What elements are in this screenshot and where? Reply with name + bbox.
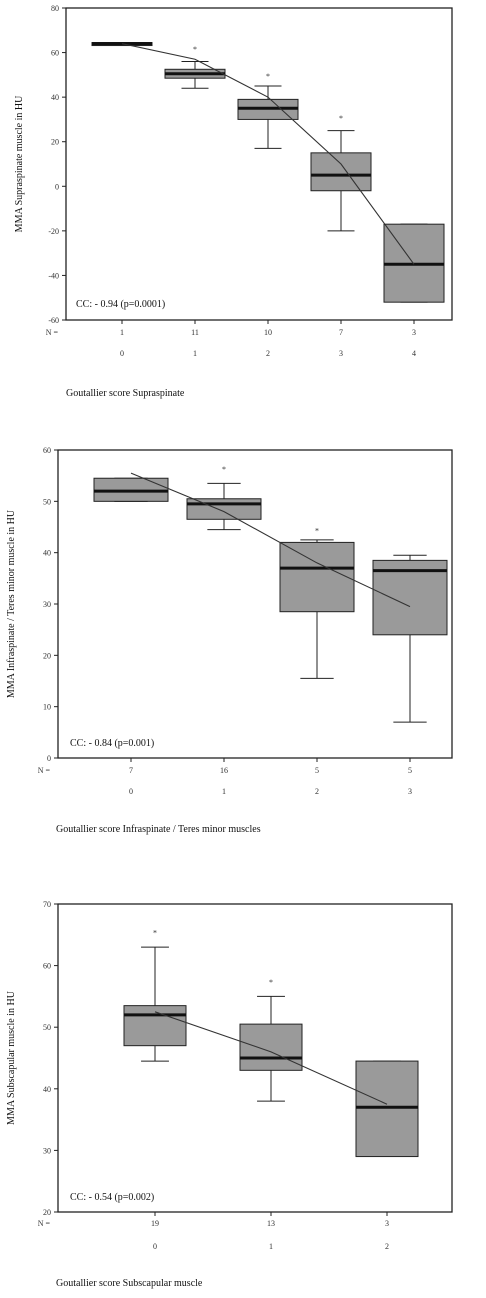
y-tick-label: 20 (51, 138, 59, 147)
n-label: N = (46, 328, 59, 337)
y-tick-label: 70 (43, 900, 51, 909)
x-axis-title: Goutallier score Subscapular muscle (56, 1278, 203, 1289)
x-category-label: 1 (269, 1242, 273, 1251)
y-tick-label: -20 (48, 227, 59, 236)
outlier-marker: * (339, 114, 343, 123)
y-tick-label: -60 (48, 316, 59, 325)
y-tick-label: 20 (43, 1208, 51, 1217)
trend-line (130, 472, 411, 608)
y-axis-title: MMA Subscapular muscle in HU (6, 990, 17, 1125)
box (239, 1023, 303, 1071)
n-label: N = (38, 1219, 51, 1228)
y-tick-label: 20 (43, 651, 51, 660)
box (279, 541, 355, 613)
y-tick-label: 30 (43, 1146, 51, 1155)
x-category-label: 3 (339, 349, 343, 358)
outlier-marker: * (153, 929, 157, 938)
n-count-label: 7 (129, 766, 133, 775)
n-count-label: 10 (264, 328, 272, 337)
y-tick-label: 50 (43, 1023, 51, 1032)
x-category-label: 2 (266, 349, 270, 358)
correlation-annotation: CC: - 0.94 (p=0.0001) (76, 299, 165, 310)
n-count-label: 11 (191, 328, 199, 337)
outlier-marker: * (222, 465, 226, 474)
y-tick-label: 40 (43, 549, 51, 558)
y-tick-label: 80 (51, 4, 59, 13)
y-tick-label: 0 (55, 182, 59, 191)
y-tick-label: 0 (47, 754, 51, 763)
outlier-marker: * (193, 45, 197, 54)
correlation-annotation: CC: - 0.54 (p=0.002) (70, 1192, 154, 1203)
y-tick-label: 30 (43, 600, 51, 609)
trend-line (154, 1011, 388, 1105)
outlier-marker: * (269, 978, 273, 987)
trend-line (121, 43, 415, 265)
box (123, 1005, 187, 1047)
box (186, 498, 262, 520)
n-label: N = (38, 766, 51, 775)
n-count-label: 13 (267, 1219, 275, 1228)
n-count-label: 5 (315, 766, 319, 775)
x-category-label: 1 (193, 349, 197, 358)
n-count-label: 7 (339, 328, 343, 337)
x-category-label: 2 (315, 787, 319, 796)
y-tick-label: 40 (51, 93, 59, 102)
n-count-label: 3 (412, 328, 416, 337)
outlier-marker: * (315, 527, 319, 536)
box (310, 152, 372, 192)
x-category-label: 2 (385, 1242, 389, 1251)
x-category-label: 3 (408, 787, 412, 796)
n-count-label: 3 (385, 1219, 389, 1228)
n-count-label: 5 (408, 766, 412, 775)
n-count-label: 1 (120, 328, 124, 337)
y-axis-title: MMA Infraspinate / Teres minor muscle in… (6, 509, 17, 698)
correlation-annotation: CC: - 0.84 (p=0.001) (70, 738, 154, 749)
plot-frame (65, 7, 453, 321)
y-tick-label: 40 (43, 1085, 51, 1094)
x-axis-title: Goutallier score Infraspinate / Teres mi… (56, 824, 261, 835)
plot-frame (57, 903, 453, 1213)
y-tick-label: 10 (43, 703, 51, 712)
x-category-label: 4 (412, 349, 416, 358)
box (355, 1060, 419, 1158)
n-count-label: 16 (220, 766, 228, 775)
y-tick-label: 60 (43, 446, 51, 455)
outlier-marker: * (266, 72, 270, 81)
y-tick-label: -40 (48, 271, 59, 280)
x-category-label: 0 (129, 787, 133, 796)
x-category-label: 0 (120, 349, 124, 358)
x-category-label: 1 (222, 787, 226, 796)
y-tick-label: 50 (43, 497, 51, 506)
x-category-label: 0 (153, 1242, 157, 1251)
y-tick-label: 60 (51, 49, 59, 58)
y-tick-label: 60 (43, 962, 51, 971)
y-axis-title: MMA Supraspinate muscle in HU (14, 95, 25, 232)
box (372, 559, 448, 636)
x-axis-title: Goutallier score Supraspinate (66, 388, 185, 399)
n-count-label: 19 (151, 1219, 159, 1228)
